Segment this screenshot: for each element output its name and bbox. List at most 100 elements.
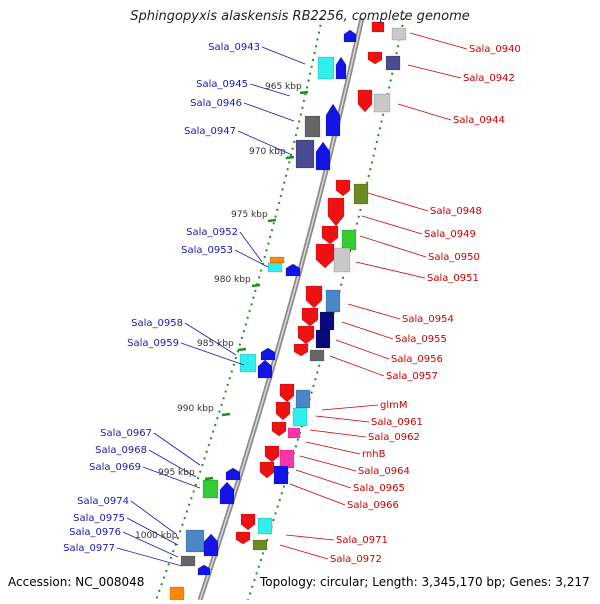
leader-line	[116, 547, 183, 567]
gene-label: Sala_0977	[63, 543, 115, 554]
gene-feature	[239, 353, 257, 373]
leader-line	[335, 339, 390, 360]
gene-label: Sala_0955	[395, 334, 447, 345]
gene-feature	[267, 262, 283, 273]
gene-label: Sala_0962	[368, 432, 420, 443]
leader-line	[355, 261, 426, 279]
leader-line	[289, 483, 346, 506]
leader-line	[142, 466, 201, 489]
kbp-label: 1000 kbp	[135, 531, 178, 541]
gene-feature	[219, 481, 235, 505]
leader-line	[239, 231, 263, 263]
backbone-layer	[197, 17, 365, 601]
leader-line	[367, 192, 429, 212]
gene-feature	[279, 383, 295, 403]
kbp-tick	[299, 90, 309, 95]
gene-label: Sala_0946	[190, 98, 242, 109]
leader-line	[361, 215, 423, 235]
leader-line	[299, 455, 357, 472]
gene-feature	[185, 529, 205, 553]
gene-label: Sala_0971	[336, 535, 388, 546]
gene-label: Sala_0948	[430, 206, 482, 217]
map-title: Sphingopyxis alaskensis RB2256, complete…	[130, 9, 470, 24]
gene-label: Sala_0969	[89, 462, 141, 473]
genome-summary-label: Topology: circular; Length: 3,345,170 bp…	[260, 575, 590, 589]
kbp-tick	[251, 283, 261, 288]
gene-feature	[335, 56, 347, 80]
gene-feature	[325, 103, 341, 137]
gene-feature	[309, 349, 325, 362]
leader-line	[261, 46, 306, 65]
gene-label: Sala_0947	[184, 126, 236, 137]
gene-label: Sala_0944	[453, 115, 505, 126]
gene-label: Sala_0959	[127, 338, 179, 349]
gene-label: Sala_0974	[77, 496, 129, 507]
gene-label: Sala_0972	[330, 554, 382, 565]
gene-label: Sala_0965	[353, 483, 405, 494]
leader-line	[347, 303, 401, 320]
gene-feature	[264, 445, 280, 463]
leader-line	[126, 517, 179, 546]
gene-feature	[367, 51, 383, 65]
gene-label: rnhB	[362, 449, 386, 460]
gene-feature	[257, 517, 273, 535]
gene-feature	[260, 347, 276, 361]
label-layer: 965 kbp 970 kbp 975 kbp 980 kbp 985 kbp 990 k…	[63, 42, 521, 565]
leader-line	[359, 235, 427, 258]
gene-feature	[259, 461, 275, 479]
leader-line	[279, 544, 329, 560]
gene-label: Sala_0976	[69, 527, 121, 538]
gene-feature	[225, 467, 241, 481]
gene-feature	[197, 564, 211, 576]
gene-label: Sala_0975	[73, 513, 125, 524]
accession-label: Accession: NC_008048	[8, 575, 145, 589]
kbp-label: 985 kbp	[197, 339, 234, 349]
kbp-label: 990 kbp	[177, 404, 214, 414]
gene-feature	[287, 427, 301, 439]
leader-line	[148, 449, 197, 478]
leader-line	[409, 32, 468, 50]
gene-label: Sala_0953	[181, 245, 233, 256]
kbp-tick	[267, 218, 277, 223]
gene-label: Sala_0942	[463, 73, 515, 84]
leader-line	[329, 355, 385, 377]
gene-feature	[385, 55, 401, 71]
leader-line	[309, 429, 367, 438]
gene-feature	[305, 285, 323, 309]
gene-label: Sala_0956	[391, 354, 443, 365]
leader-line	[397, 103, 452, 121]
gene-label: Sala_0949	[424, 229, 476, 240]
gene-label: Sala_0945	[196, 79, 248, 90]
gene-feature	[285, 263, 301, 277]
kbp-label: 965 kbp	[265, 82, 302, 92]
gene-feature	[269, 256, 285, 264]
gene-label: Sala_0954	[402, 314, 454, 325]
gene-label: Sala_0967	[100, 428, 152, 439]
gene-feature	[304, 115, 321, 138]
gene-label: Sala_0951	[427, 273, 479, 284]
gene-label: Sala_0968	[95, 445, 147, 456]
leader-line	[341, 321, 394, 340]
leader-line	[321, 404, 379, 411]
gene-label: Sala_0940	[469, 44, 521, 55]
gene-label: Sala_0952	[186, 227, 238, 238]
leader-line	[305, 441, 361, 455]
gene-feature	[357, 89, 373, 113]
kbp-label: 970 kbp	[249, 147, 286, 157]
gene-feature	[279, 449, 295, 469]
gene-feature	[295, 139, 315, 169]
gene-feature	[371, 21, 385, 33]
backbone-highlight	[199, 17, 363, 601]
gene-feature	[297, 325, 315, 345]
gene-feature	[343, 29, 357, 43]
gene-feature	[317, 56, 335, 80]
gene-feature	[301, 307, 319, 327]
leader-line	[315, 415, 370, 423]
gene-label: Sala_0958	[131, 318, 183, 329]
gene-feature	[321, 225, 339, 245]
gene-label: Sala_0964	[358, 466, 410, 477]
leader-line	[243, 102, 295, 122]
gene-feature	[333, 247, 351, 273]
leader-line	[180, 342, 245, 366]
